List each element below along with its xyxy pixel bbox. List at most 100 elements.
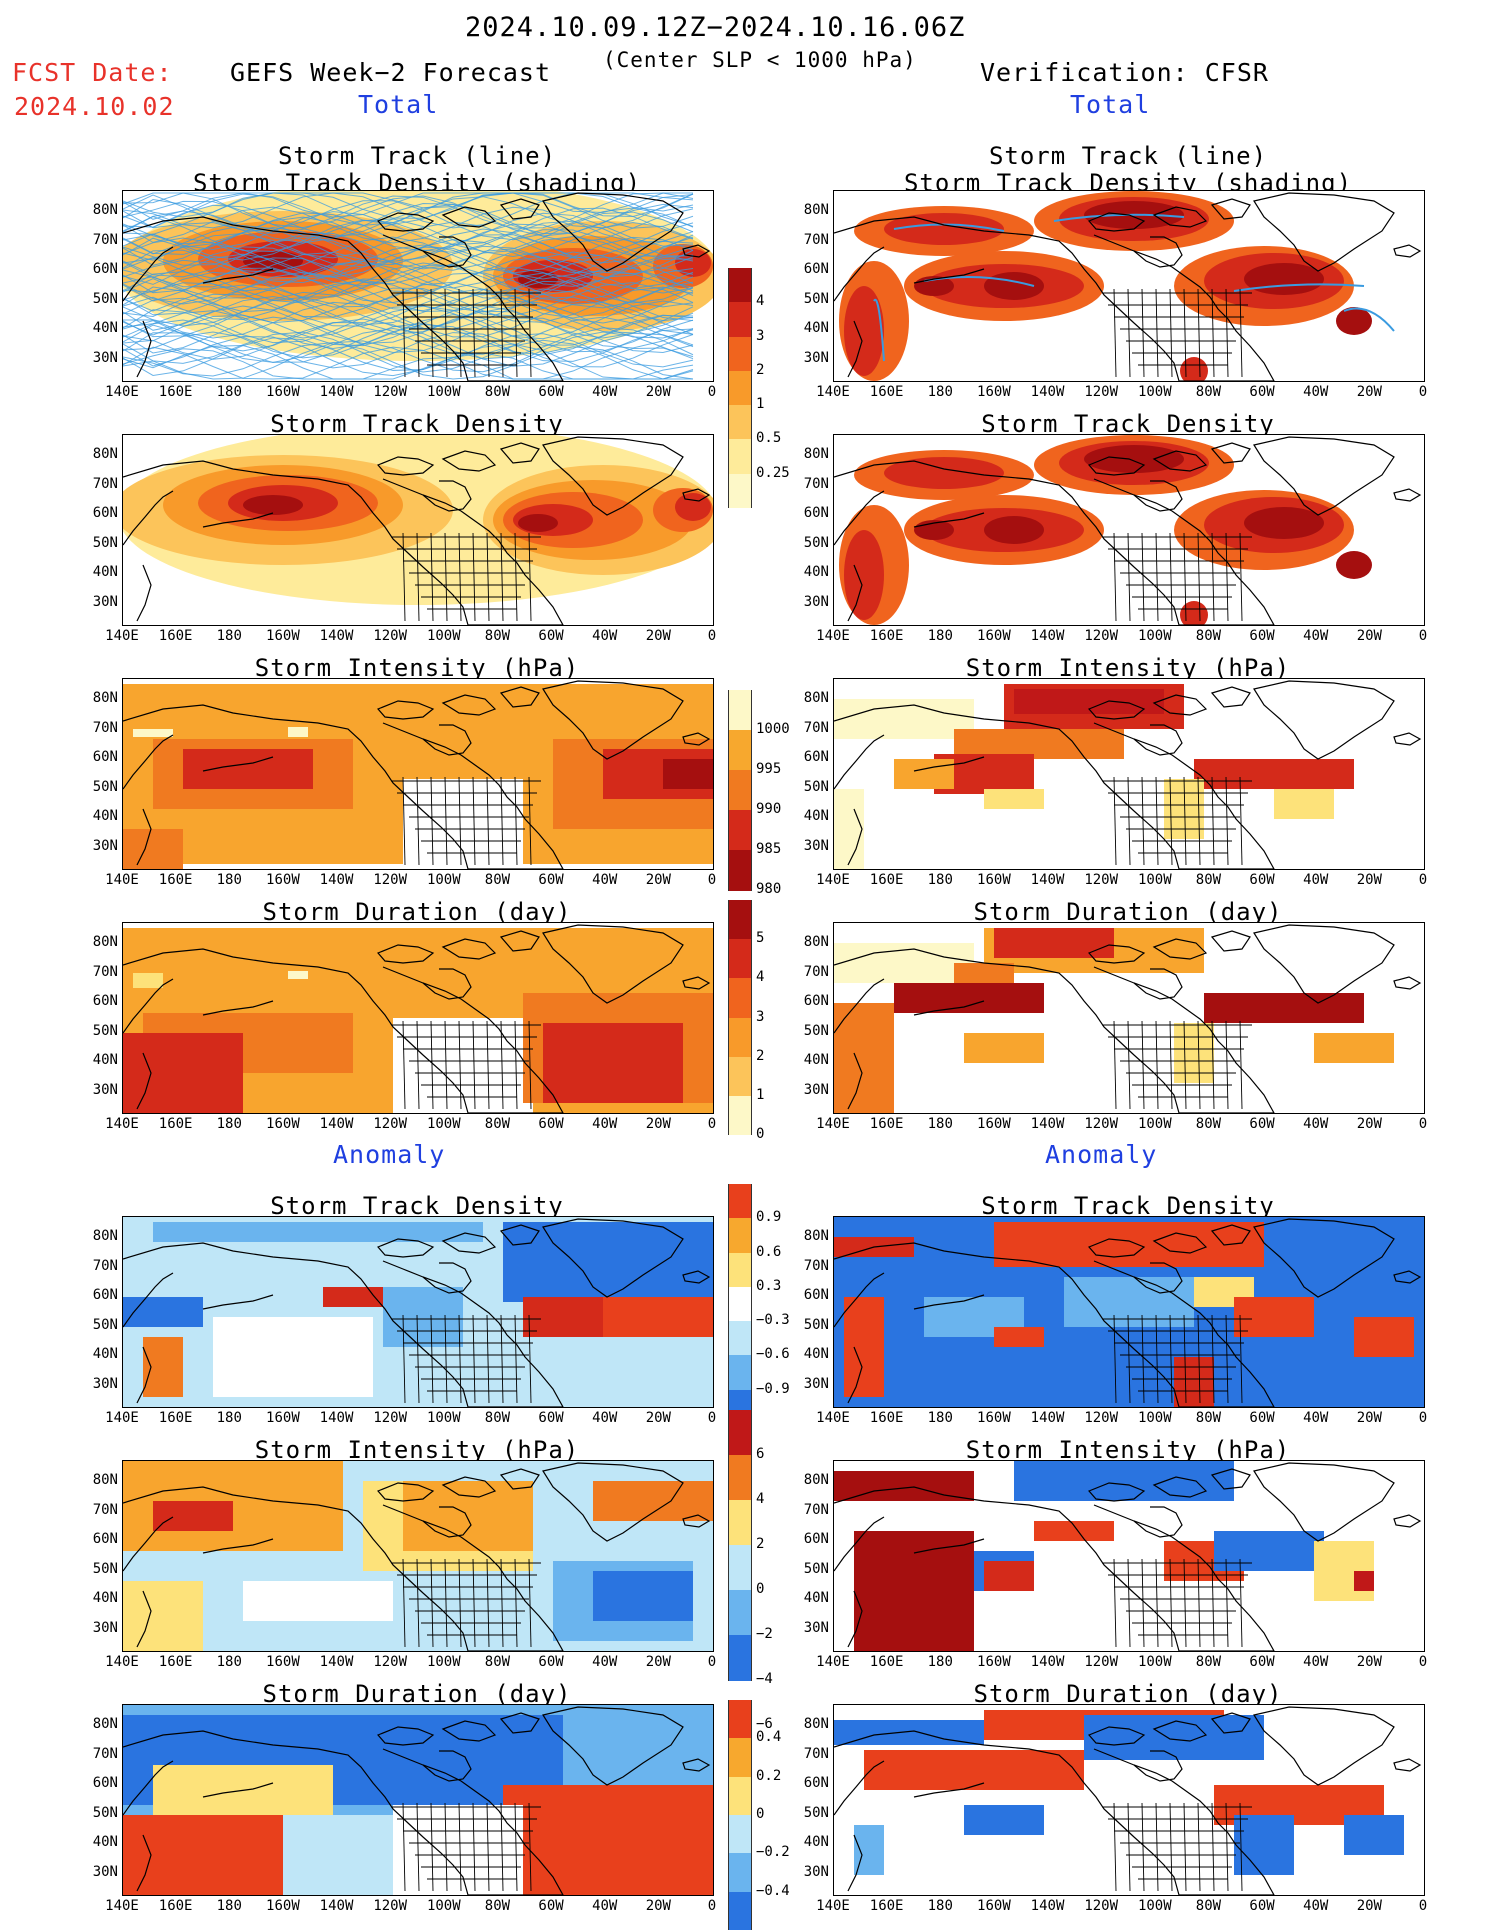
lon-label: 140E [816, 1116, 850, 1132]
lon-label: 120W [1084, 872, 1119, 888]
coastline [834, 490, 885, 546]
colorbar-swatch [728, 268, 752, 303]
colorbar-tick-label: −0.4 [756, 1882, 790, 1899]
lat-label: 50N [803, 1022, 829, 1039]
lat-label: 50N [803, 1804, 829, 1821]
coastline [847, 1590, 863, 1648]
lon-label: 40W [1303, 1654, 1329, 1670]
coastline [441, 1476, 497, 1498]
shading-blob [1244, 507, 1324, 539]
lon-label: 60W [1249, 1410, 1275, 1426]
coastline [1087, 1482, 1146, 1502]
lat-label: 70N [803, 719, 829, 736]
colorbar-swatch [728, 473, 752, 509]
shading-cell [383, 1287, 463, 1347]
lon-label: 60W [538, 872, 564, 888]
lat-label: 30N [92, 1863, 118, 1880]
coastline [499, 1468, 540, 1490]
storm-track-line [123, 291, 694, 335]
coastline [123, 734, 174, 790]
lon-label: 0 [707, 384, 717, 400]
shading-cell [403, 779, 523, 869]
lon-label: 20W [1356, 1654, 1382, 1670]
lon-label: 160E [158, 1410, 193, 1426]
coastline [1393, 488, 1422, 502]
lat-label: 80N [92, 1472, 118, 1488]
lon-label: 60W [1249, 1654, 1275, 1670]
colorbar-tick-label: 4 [756, 293, 765, 310]
coastline [542, 1462, 684, 1542]
colorbar-tick-label: 0.5 [756, 430, 782, 447]
lon-label: 160W [266, 872, 300, 888]
coastline [441, 1720, 497, 1742]
coastline [834, 734, 885, 790]
colorbar-swatch [728, 978, 752, 1018]
storm-track-line [123, 331, 694, 380]
lon-label: 140W [1030, 1654, 1065, 1670]
shading-cell [1194, 759, 1354, 789]
lon-label: 140W [1030, 1116, 1065, 1132]
lon-label: 0 [707, 1410, 717, 1426]
lat-label: 60N [92, 1531, 118, 1547]
lon-label: 60W [1249, 1898, 1275, 1914]
coastline [1152, 1232, 1208, 1254]
storm-track-line [123, 314, 694, 363]
coastline [1393, 1758, 1422, 1772]
colorbar-swatch [728, 1252, 752, 1288]
shading-cell [1174, 1357, 1214, 1407]
lat-label: 50N [92, 1804, 118, 1821]
lon-label: 160E [869, 384, 904, 400]
storm-track-line [123, 288, 694, 327]
lat-label: 70N [92, 1745, 118, 1762]
lon-label: 180 [216, 628, 242, 644]
lat-label: 70N [803, 475, 829, 492]
coastline [1253, 436, 1395, 516]
shading-cell [1274, 789, 1334, 819]
lon-label: 120W [1084, 384, 1119, 400]
lon-label: 120W [1084, 1410, 1119, 1426]
lon-label: 140E [816, 628, 850, 644]
lat-label: 70N [92, 963, 118, 980]
lon-label: 140E [105, 628, 139, 644]
coastline [376, 456, 435, 476]
lat-label: 40N [803, 1834, 829, 1850]
shading-blob [1336, 551, 1372, 579]
shading-cell [894, 983, 1044, 1013]
lon-label: 140W [319, 1410, 354, 1426]
storm-track-line [123, 331, 694, 369]
shading-blob [884, 457, 1004, 489]
lon-label: 60W [1249, 872, 1275, 888]
lon-label: 140W [1030, 872, 1065, 888]
lon-label: 20W [1356, 1116, 1382, 1132]
shading-cell [1344, 1815, 1404, 1855]
colorbar-tick-label: 1000 [756, 721, 790, 737]
lat-label: 30N [92, 1081, 118, 1098]
colorbar-swatch [728, 1184, 752, 1219]
colorbar-tick-label: −0.6 [756, 1346, 790, 1363]
coastline [136, 320, 152, 378]
lat-label: 30N [92, 1619, 118, 1636]
lat-label: 30N [803, 593, 829, 610]
lat-label: 70N [92, 1257, 118, 1274]
lon-label: 140E [105, 1116, 139, 1132]
shading-cell [984, 789, 1044, 809]
lat-label: 80N [803, 1716, 829, 1732]
lon-label: 80W [484, 1654, 511, 1670]
colorbar-anom-density [728, 1184, 752, 1425]
coastline [834, 216, 1275, 381]
coastline [123, 1760, 174, 1816]
lat-label: 40N [803, 808, 829, 824]
lat-label: 80N [92, 446, 118, 462]
shading-cell [123, 1581, 203, 1651]
shading-blob [984, 272, 1044, 300]
coastline [1087, 212, 1146, 232]
shading-cell [834, 1003, 894, 1113]
lon-label: 80W [484, 628, 511, 644]
storm-track-line [123, 281, 694, 319]
lat-label: 40N [803, 564, 829, 580]
storm-track-line [123, 192, 694, 229]
storm-track-line [123, 271, 694, 320]
coastline [1087, 1238, 1146, 1258]
lat-label: 70N [803, 1745, 829, 1762]
map-panel-duration-left [122, 922, 714, 1114]
